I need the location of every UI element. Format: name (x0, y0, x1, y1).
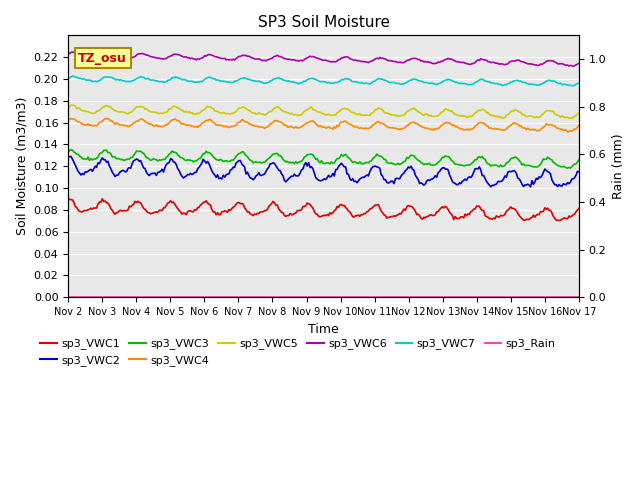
sp3_VWC1 (234, 200, 241, 205)
sp3_VWC7 (218, 78, 226, 84)
sp3_VWC4 (575, 122, 583, 128)
Line: sp3_VWC1: sp3_VWC1 (68, 199, 579, 220)
sp3_VWC1 (242, 207, 250, 213)
Text: TZ_osu: TZ_osu (78, 51, 127, 64)
sp3_VWC4 (67, 116, 75, 121)
sp3_VWC7 (548, 78, 556, 84)
sp3_VWC2 (64, 154, 72, 159)
sp3_Rain (575, 294, 583, 300)
Line: sp3_VWC3: sp3_VWC3 (68, 150, 579, 168)
sp3_VWC6 (218, 56, 226, 61)
sp3_VWC5 (575, 110, 583, 116)
Line: sp3_VWC2: sp3_VWC2 (68, 156, 579, 187)
Line: sp3_VWC7: sp3_VWC7 (68, 76, 579, 86)
sp3_VWC3 (67, 147, 75, 153)
X-axis label: Time: Time (308, 323, 339, 336)
sp3_VWC7 (244, 76, 252, 82)
sp3_VWC2 (216, 175, 224, 181)
sp3_Rain (127, 294, 134, 300)
sp3_VWC5 (565, 116, 573, 121)
sp3_Rain (547, 294, 554, 300)
Title: SP3 Soil Moisture: SP3 Soil Moisture (257, 15, 390, 30)
sp3_VWC1 (575, 205, 583, 211)
sp3_VWC4 (64, 118, 72, 123)
sp3_Rain (242, 294, 250, 300)
sp3_VWC7 (570, 83, 577, 89)
sp3_VWC3 (575, 157, 583, 163)
sp3_VWC6 (64, 51, 72, 57)
sp3_Rain (216, 294, 224, 300)
Legend: sp3_VWC1, sp3_VWC2, sp3_VWC3, sp3_VWC4, sp3_VWC5, sp3_VWC6, sp3_VWC7, sp3_Rain: sp3_VWC1, sp3_VWC2, sp3_VWC3, sp3_VWC4, … (36, 334, 560, 370)
sp3_VWC4 (564, 129, 572, 135)
sp3_VWC5 (289, 112, 297, 118)
sp3_VWC1 (127, 204, 134, 210)
sp3_VWC5 (548, 108, 556, 114)
sp3_VWC3 (564, 165, 572, 171)
Line: sp3_VWC4: sp3_VWC4 (68, 119, 579, 132)
sp3_VWC7 (289, 79, 297, 84)
sp3_VWC2 (527, 184, 534, 190)
sp3_VWC6 (570, 63, 577, 69)
sp3_VWC3 (235, 151, 243, 156)
sp3_VWC1 (556, 217, 563, 223)
sp3_VWC7 (129, 78, 136, 84)
Line: sp3_VWC5: sp3_VWC5 (68, 105, 579, 119)
sp3_VWC4 (289, 125, 297, 131)
sp3_VWC5 (64, 104, 72, 110)
sp3_VWC7 (68, 73, 76, 79)
sp3_VWC1 (547, 207, 554, 213)
sp3_VWC6 (575, 60, 583, 66)
sp3_VWC5 (218, 110, 226, 116)
sp3_VWC2 (234, 159, 241, 165)
sp3_VWC7 (235, 77, 243, 83)
sp3_VWC3 (289, 159, 297, 165)
Y-axis label: Rain (mm): Rain (mm) (612, 133, 625, 199)
sp3_VWC6 (68, 49, 76, 55)
sp3_VWC4 (129, 121, 136, 127)
sp3_Rain (64, 294, 72, 300)
sp3_VWC1 (216, 212, 224, 217)
sp3_VWC2 (575, 169, 583, 175)
sp3_VWC4 (218, 122, 226, 128)
sp3_VWC2 (127, 165, 134, 171)
sp3_VWC3 (129, 155, 136, 160)
sp3_VWC2 (242, 171, 250, 177)
sp3_VWC4 (548, 122, 556, 128)
sp3_VWC6 (244, 53, 252, 59)
sp3_VWC5 (129, 108, 136, 114)
sp3_VWC7 (575, 80, 583, 86)
Y-axis label: Soil Moisture (m3/m3): Soil Moisture (m3/m3) (15, 97, 28, 236)
sp3_VWC1 (64, 196, 72, 202)
sp3_VWC2 (548, 177, 556, 183)
sp3_VWC6 (235, 53, 243, 59)
sp3_VWC4 (235, 120, 243, 125)
sp3_VWC2 (288, 173, 296, 179)
sp3_VWC4 (244, 119, 252, 125)
Line: sp3_VWC6: sp3_VWC6 (68, 52, 579, 66)
sp3_VWC6 (129, 55, 136, 60)
sp3_VWC7 (64, 76, 72, 82)
sp3_Rain (234, 294, 241, 300)
sp3_VWC5 (244, 107, 252, 112)
sp3_VWC6 (289, 57, 297, 62)
sp3_VWC3 (244, 154, 252, 159)
sp3_VWC3 (548, 157, 556, 163)
sp3_Rain (288, 294, 296, 300)
sp3_VWC5 (235, 105, 243, 111)
sp3_VWC3 (64, 149, 72, 155)
sp3_VWC1 (288, 212, 296, 218)
sp3_VWC5 (68, 102, 76, 108)
sp3_VWC3 (218, 157, 226, 163)
sp3_VWC6 (548, 58, 556, 64)
